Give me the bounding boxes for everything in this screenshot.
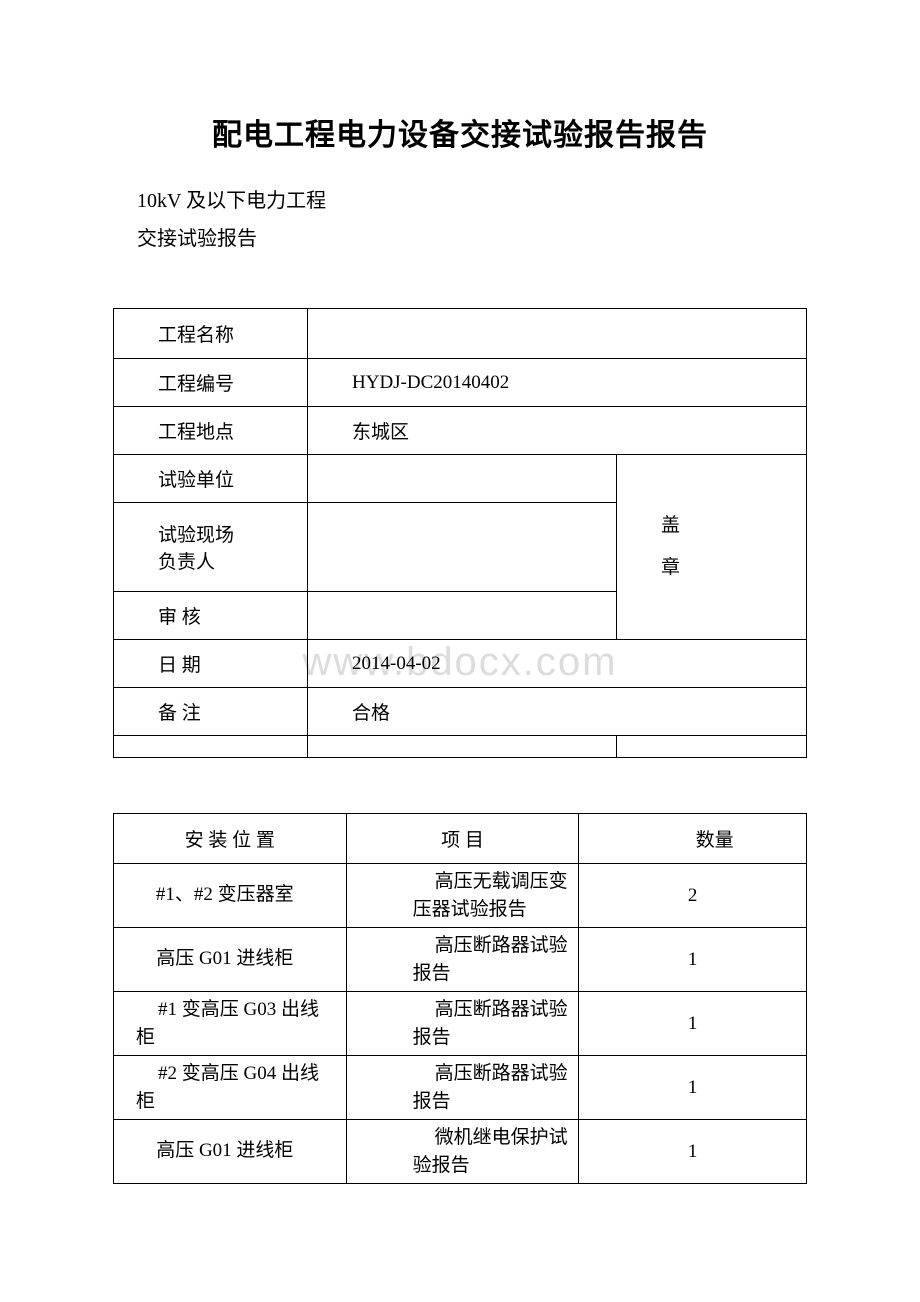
label-test-unit: 试验单位 — [114, 455, 308, 503]
item-text: 微机继电保护试验报告 — [391, 1124, 569, 1179]
subtitle-line-1: 10kV 及以下电力工程 — [137, 182, 825, 220]
seal-text-line1: 盖 — [661, 505, 806, 547]
table-row: 工程名称 — [114, 309, 807, 359]
label-site-responsible-l1: 试验现场 — [158, 520, 307, 547]
value-project-location: 东城区 — [308, 407, 807, 455]
cell-qty: 1 — [579, 992, 807, 1056]
cell-item: 高压断路器试验报告 — [346, 928, 579, 992]
items-table: 安 装 位 置 项 目 数量 #1、#2 变压器室 高压无载调压变压器试验报告 … — [113, 813, 807, 1184]
cell-qty: 1 — [579, 1120, 807, 1184]
label-review: 审 核 — [114, 592, 308, 640]
project-info-table: 工程名称 工程编号 HYDJ-DC20140402 工程地点 东城区 试验单位 … — [113, 308, 807, 758]
value-project-no: HYDJ-DC20140402 — [308, 359, 807, 407]
cell-item: 微机继电保护试验报告 — [346, 1120, 579, 1184]
cell-location: 高压 G01 进线柜 — [114, 928, 347, 992]
document-title: 配电工程电力设备交接试验报告报告 — [95, 110, 825, 154]
table-row: #1 变高压 G03 出线柜 高压断路器试验报告 1 — [114, 992, 807, 1056]
loc-text: #2 变高压 G04 出线柜 — [136, 1060, 336, 1115]
table-row: 高压 G01 进线柜 高压断路器试验报告 1 — [114, 928, 807, 992]
table-row: 工程地点 东城区 — [114, 407, 807, 455]
empty-cell — [617, 736, 807, 758]
header-location: 安 装 位 置 — [114, 814, 347, 864]
label-site-responsible: 试验现场 负责人 — [114, 503, 308, 592]
cell-location: #1、#2 变压器室 — [114, 864, 347, 928]
item-text: 高压断路器试验报告 — [391, 932, 569, 987]
label-site-responsible-l2: 负责人 — [158, 547, 307, 574]
table-row — [114, 736, 807, 758]
cell-qty: 2 — [579, 864, 807, 928]
table-row: 试验单位 盖 章 — [114, 455, 807, 503]
cell-item: 高压无载调压变压器试验报告 — [346, 864, 579, 928]
value-remark: 合格 — [308, 688, 807, 736]
cell-qty: 1 — [579, 928, 807, 992]
cell-item: 高压断路器试验报告 — [346, 1056, 579, 1120]
item-text: 高压断路器试验报告 — [391, 1060, 569, 1115]
cell-location: 高压 G01 进线柜 — [114, 1120, 347, 1184]
value-date: 2014-04-02 — [308, 640, 807, 688]
table-row: #1、#2 变压器室 高压无载调压变压器试验报告 2 — [114, 864, 807, 928]
table-header-row: 安 装 位 置 项 目 数量 — [114, 814, 807, 864]
table-row: 高压 G01 进线柜 微机继电保护试验报告 1 — [114, 1120, 807, 1184]
loc-text: #1 变高压 G03 出线柜 — [136, 996, 336, 1051]
empty-cell — [114, 736, 308, 758]
label-project-location: 工程地点 — [114, 407, 308, 455]
cell-location: #2 变高压 G04 出线柜 — [114, 1056, 347, 1120]
header-item: 项 目 — [346, 814, 579, 864]
value-project-name — [308, 309, 807, 359]
table-row: 工程编号 HYDJ-DC20140402 — [114, 359, 807, 407]
cell-location: #1 变高压 G03 出线柜 — [114, 992, 347, 1056]
cell-item: 高压断路器试验报告 — [346, 992, 579, 1056]
value-review — [308, 592, 617, 640]
subtitle-block: 10kV 及以下电力工程 交接试验报告 — [137, 182, 825, 258]
subtitle-line-2: 交接试验报告 — [137, 220, 825, 258]
item-text: 高压无载调压变压器试验报告 — [391, 868, 569, 923]
cell-qty: 1 — [579, 1056, 807, 1120]
header-qty: 数量 — [579, 814, 807, 864]
document-content: 配电工程电力设备交接试验报告报告 10kV 及以下电力工程 交接试验报告 工程名… — [95, 110, 825, 1184]
label-date: 日 期 — [114, 640, 308, 688]
seal-cell: 盖 章 — [617, 455, 807, 640]
value-test-unit — [308, 455, 617, 503]
table-row: #2 变高压 G04 出线柜 高压断路器试验报告 1 — [114, 1056, 807, 1120]
label-remark: 备 注 — [114, 688, 308, 736]
item-text: 高压断路器试验报告 — [391, 996, 569, 1051]
empty-cell — [308, 736, 617, 758]
table-row: 日 期 2014-04-02 — [114, 640, 807, 688]
label-project-no: 工程编号 — [114, 359, 308, 407]
value-site-responsible — [308, 503, 617, 592]
seal-text-line2: 章 — [661, 547, 806, 589]
label-project-name: 工程名称 — [114, 309, 308, 359]
table-row: 备 注 合格 — [114, 688, 807, 736]
